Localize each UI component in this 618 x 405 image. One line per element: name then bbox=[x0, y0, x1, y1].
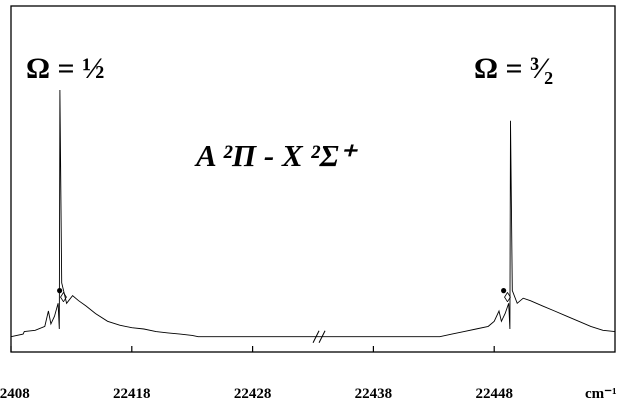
right-peak-label: Ω = ³⁄₂ bbox=[474, 52, 553, 85]
x-axis-ticks bbox=[11, 346, 494, 352]
marker-diamond-right: ◊ bbox=[504, 291, 511, 306]
x-tick-label-0: 22408 bbox=[0, 386, 30, 402]
x-tick-label-3: 22438 bbox=[355, 386, 393, 402]
x-tick-label-4: 22448 bbox=[475, 386, 513, 402]
x-tick-label-2: 22428 bbox=[234, 386, 272, 402]
x-axis-tick-labels: 22408 22418 22428 22438 22448 bbox=[0, 386, 513, 402]
marker-diamond-left: ◊ bbox=[60, 291, 67, 306]
unit-label: cm⁻¹ bbox=[585, 386, 617, 402]
series-line-spectrum bbox=[11, 90, 615, 337]
x-tick-label-1: 22418 bbox=[113, 386, 151, 402]
left-peak-label: Ω = ½ bbox=[26, 52, 105, 85]
band-label: A ²Π - X ²Σ⁺ bbox=[194, 138, 359, 173]
